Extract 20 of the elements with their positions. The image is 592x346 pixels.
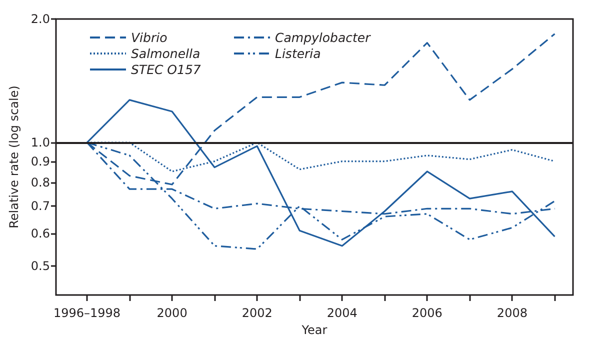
x-tick-label: 2002 — [242, 306, 272, 320]
x-tick-label: 2008 — [496, 306, 528, 320]
y-axis-title: Relative rate (log scale) — [7, 86, 21, 228]
y-tick-label: 0.5 — [30, 259, 50, 274]
x-tick-label: 2006 — [412, 306, 442, 320]
y-tick-label: 0.8 — [30, 175, 50, 190]
legend-label: Listeria — [275, 46, 321, 61]
y-tick-label: 0.6 — [30, 226, 50, 241]
y-tick-label: 0.7 — [30, 199, 50, 214]
legend-label: Campylobacter — [275, 30, 372, 45]
x-tick-label: 2004 — [326, 306, 358, 320]
y-tick-label: 0.9 — [30, 154, 50, 168]
legend-label: STEC O157 — [131, 62, 201, 77]
legend-label: Salmonella — [131, 46, 200, 61]
y-tick-label: 1.0 — [30, 136, 50, 150]
x-tick-label: 2000 — [156, 306, 188, 320]
x-axis-title: Year — [300, 323, 328, 337]
legend-label: Vibrio — [131, 30, 168, 45]
x-tick-label: 1996–1998 — [53, 306, 121, 320]
y-tick-label: 2.0 — [30, 12, 50, 26]
